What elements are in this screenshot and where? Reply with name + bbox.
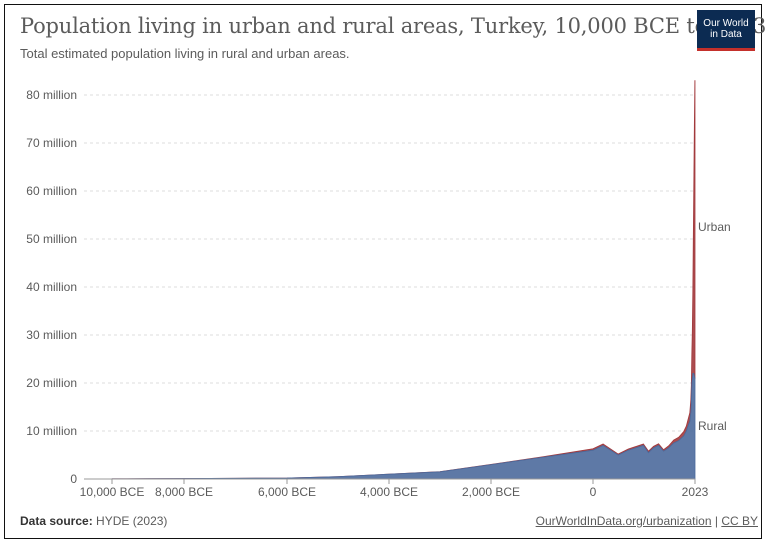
x-tick-label: 8,000 BCE xyxy=(155,485,213,499)
data-source-value: HYDE (2023) xyxy=(96,514,168,528)
chart-areas xyxy=(111,80,696,480)
urban-area xyxy=(111,80,696,480)
data-source: Data source: HYDE (2023) xyxy=(20,514,167,528)
footer-links: OurWorldInData.org/urbanization | CC BY xyxy=(536,514,758,528)
data-source-label: Data source: xyxy=(20,514,93,528)
chart-axes: 0 10 million 20 million 30 million 40 millio… xyxy=(26,88,708,499)
y-tick-label: 20 million xyxy=(26,376,77,390)
rural-area xyxy=(111,373,696,480)
series-labels: Urban Rural xyxy=(698,220,731,433)
y-tick-label: 50 million xyxy=(26,232,77,246)
x-tick-label: 4,000 BCE xyxy=(360,485,418,499)
rural-series-label: Rural xyxy=(698,419,727,433)
x-tick-label: 6,000 BCE xyxy=(258,485,316,499)
urban-series-label: Urban xyxy=(698,220,731,234)
logo-line-1: Our World xyxy=(703,18,749,29)
x-tick-label: 10,000 BCE xyxy=(80,485,145,499)
y-tick-label: 0 xyxy=(70,472,77,486)
y-tick-label: 70 million xyxy=(26,136,77,150)
x-tick-label: 0 xyxy=(590,485,597,499)
y-tick-label: 10 million xyxy=(26,424,77,438)
owid-logo[interactable]: Our World in Data xyxy=(697,10,755,51)
x-tick-label: 2023 xyxy=(682,485,709,499)
y-tick-label: 80 million xyxy=(26,88,77,102)
chart-title: Population living in urban and rural are… xyxy=(20,14,766,38)
x-tick-label: 2,000 BCE xyxy=(462,485,520,499)
y-tick-label: 40 million xyxy=(26,280,77,294)
license-link[interactable]: CC BY xyxy=(721,514,758,528)
chart-subtitle: Total estimated population living in rur… xyxy=(20,46,350,61)
footer-separator: | xyxy=(714,514,718,528)
grid-lines xyxy=(84,94,695,432)
y-tick-label: 60 million xyxy=(26,184,77,198)
y-tick-label: 30 million xyxy=(26,328,77,342)
logo-line-2: in Data xyxy=(710,29,742,40)
urbanization-link[interactable]: OurWorldInData.org/urbanization xyxy=(535,514,712,528)
